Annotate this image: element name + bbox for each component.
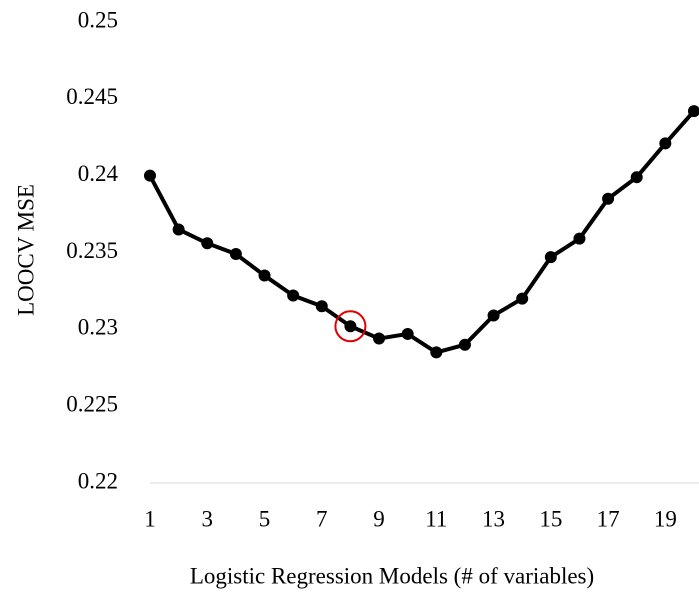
x-tick-label: 1 (144, 506, 156, 531)
marker (487, 309, 500, 322)
y-axis-label: LOOCV MSE (13, 184, 38, 316)
marker (602, 192, 615, 205)
marker (373, 332, 386, 345)
x-tick-label: 13 (482, 506, 505, 531)
marker (229, 248, 242, 261)
marker (144, 169, 156, 182)
marker (201, 237, 214, 250)
y-tick-label: 0.23 (78, 315, 118, 340)
x-tick-label: 15 (539, 506, 562, 531)
x-tick-label: 7 (316, 506, 328, 531)
y-tick-label: 0.245 (66, 84, 118, 109)
marker (287, 289, 300, 302)
y-tick-label: 0.25 (78, 7, 118, 32)
marker (172, 223, 185, 236)
x-tick-label: 19 (654, 506, 677, 531)
marker (344, 320, 357, 333)
y-tick-label: 0.24 (78, 161, 119, 186)
x-tick-label: 11 (425, 506, 447, 531)
marker (544, 251, 557, 264)
marker (315, 300, 328, 313)
marker (687, 105, 699, 118)
x-tick-label: 3 (202, 506, 214, 531)
y-tick-label: 0.225 (66, 391, 118, 416)
y-tick-label: 0.22 (78, 468, 118, 493)
marker (401, 327, 414, 340)
x-tick-label: 17 (597, 506, 620, 531)
line (148, 109, 696, 355)
y-tick-label: 0.235 (66, 238, 118, 263)
highlight-circle (334, 310, 367, 343)
marker (659, 137, 672, 150)
x-tick-label: 5 (259, 506, 271, 531)
x-tick-label: 9 (373, 506, 385, 531)
marker (516, 292, 529, 305)
marker (430, 346, 443, 359)
marker (630, 171, 643, 184)
x-axis-label: Logistic Regression Models (# of variabl… (190, 563, 594, 588)
marker (458, 338, 471, 351)
marker (573, 232, 586, 245)
marker (258, 269, 271, 282)
